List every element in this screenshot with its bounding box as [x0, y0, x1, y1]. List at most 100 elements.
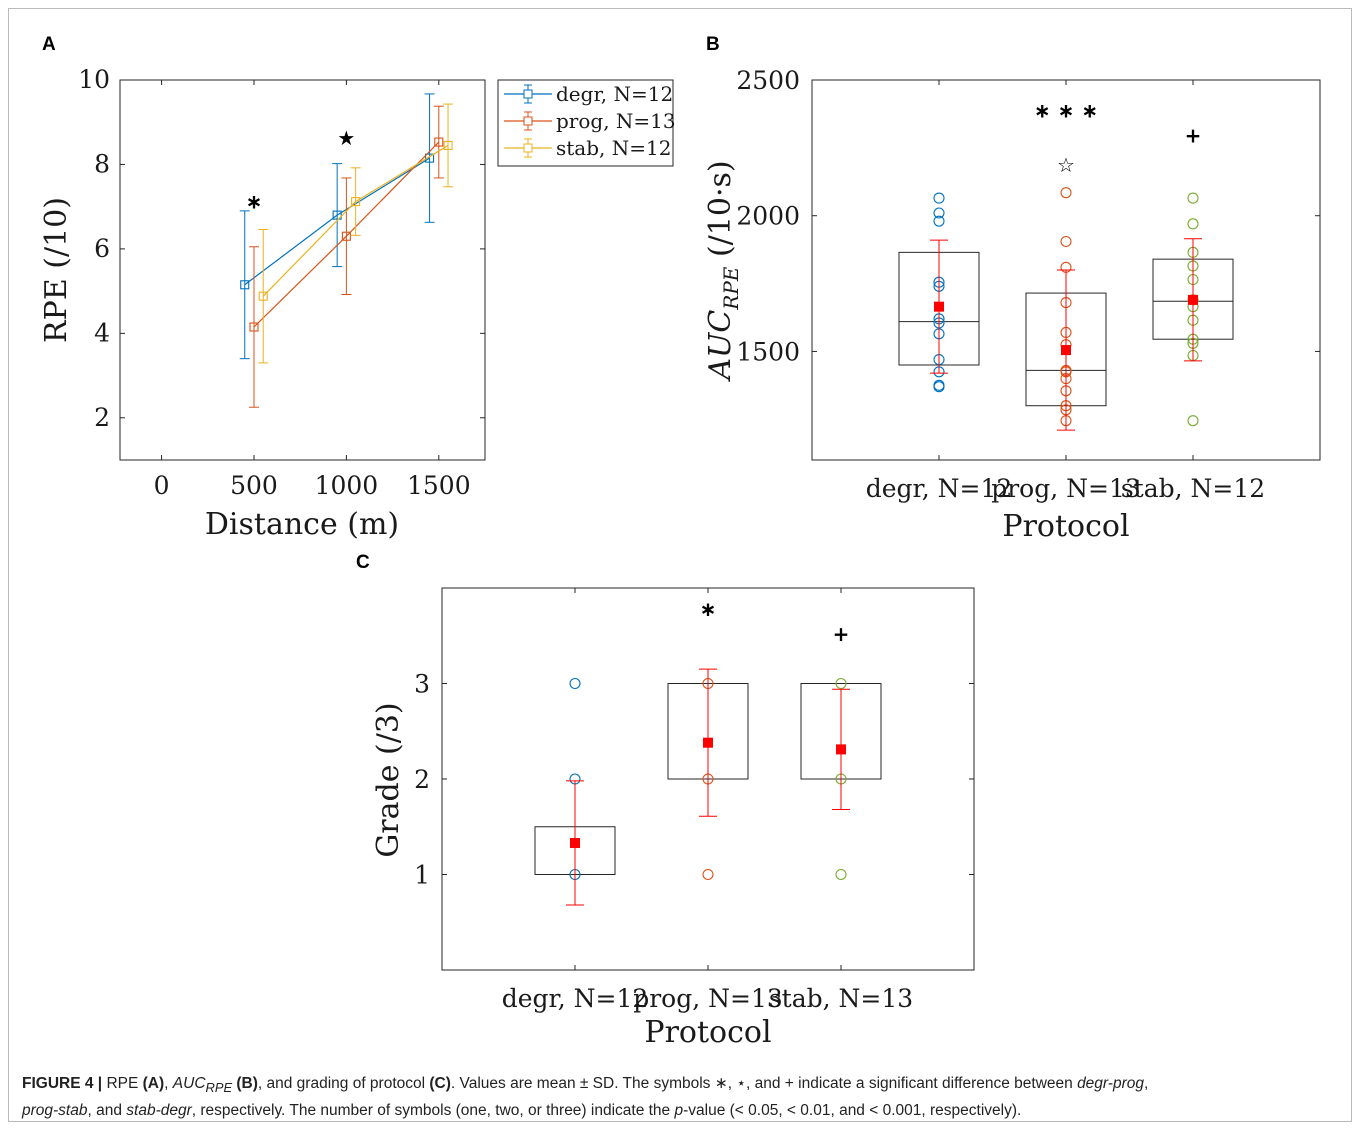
data-point: [569, 677, 581, 690]
data-point: [933, 207, 945, 219]
data-point: [933, 381, 945, 393]
caption-auc: AUC: [172, 1075, 206, 1092]
data-point: [933, 192, 945, 204]
y-tick-label: 10: [78, 65, 110, 94]
y-tick-label: 1: [414, 861, 430, 890]
caption-text-2: ,: [164, 1075, 173, 1092]
significance-symbol: +: [833, 622, 850, 646]
legend-marker: [523, 89, 533, 99]
legend-label: degr, N=12: [556, 82, 673, 106]
panel-a-series: [239, 93, 454, 408]
significance-symbol: ∗: [700, 597, 717, 621]
x-tick-label: prog, N=13: [991, 474, 1141, 503]
y-tick-label: 3: [414, 670, 430, 699]
data-point: [702, 868, 714, 881]
panel-a-ticks: 0 500 1000 1500 2 4 6 8 10: [78, 65, 485, 500]
caption-ref-c: (C): [429, 1075, 451, 1092]
significance-symbol: ★: [337, 126, 355, 150]
panel-c-annotations: ∗+: [700, 597, 850, 646]
y-tick-label: 4: [94, 318, 110, 347]
x-tick-label: prog, N=13: [633, 984, 783, 1013]
x-tick-label: degr, N=12: [866, 474, 1013, 503]
caption-pair-1: degr-prog: [1077, 1075, 1144, 1092]
mean-marker: [1061, 345, 1071, 356]
mean-marker: [703, 737, 713, 748]
data-point: [835, 868, 847, 881]
significance-symbol: ∗ ∗ ∗: [1034, 99, 1098, 123]
caption-text-9: -value (< 0.05, < 0.01, and < 0.001, res…: [683, 1102, 1022, 1120]
caption-pair-3: stab-degr: [126, 1102, 192, 1120]
significance-symbol: ∗: [246, 189, 263, 213]
mean-marker: [836, 744, 846, 755]
panel-b-ylabel-sub: RPE: [719, 266, 743, 311]
x-tick-label: stab, N=13: [769, 984, 913, 1013]
data-point: [1060, 235, 1072, 248]
panel-a-annotations: ∗★: [246, 126, 356, 213]
panel-letter-b: B: [706, 34, 720, 55]
mean-point-square: [240, 280, 250, 290]
data-point: [1060, 187, 1072, 199]
caption-p: p: [674, 1102, 684, 1120]
data-point: [1187, 192, 1199, 204]
panel-b-ylabel: AUCRPE (/10·s): [703, 160, 743, 382]
panel-b-groups: [898, 187, 1234, 431]
caption-ref-b: (B): [236, 1075, 258, 1092]
y-tick-label: 2000: [736, 202, 800, 231]
panel-a-legend: degr, N=12 prog, N=13 stab, N=12: [497, 79, 676, 167]
caption-pair-2: prog-stab: [22, 1102, 88, 1120]
panel-b-annotations: ∗ ∗ ∗ ☆ +: [1034, 99, 1201, 177]
panel-c-xlabel: Protocol: [644, 1015, 771, 1050]
panel-a-axes-box: [119, 79, 486, 461]
panel-a-xlabel: Distance (m): [205, 507, 399, 542]
panel-b-ylabel-unit: (/10·s): [703, 160, 738, 266]
caption-text-8: , respectively. The number of symbols (o…: [191, 1102, 675, 1120]
data-point: [1187, 218, 1199, 230]
panel-letter-c: C: [356, 552, 370, 573]
legend-marker: [523, 143, 533, 153]
y-tick-label: 1500: [736, 337, 800, 366]
x-tick-label: stab, N=12: [1121, 474, 1265, 503]
figure-frame: [8, 8, 1352, 1122]
caption-text-4: , and grading of protocol: [257, 1075, 430, 1092]
mean-point-square: [425, 153, 435, 163]
caption-text-1: RPE: [102, 1075, 143, 1092]
y-tick-label: 8: [94, 149, 110, 178]
panel-b-xlabel: Protocol: [1002, 509, 1129, 544]
caption-ref-a: (A): [142, 1075, 165, 1092]
y-tick-label: 2: [94, 403, 110, 432]
mean-point-square: [351, 197, 361, 207]
panel-letter-a: A: [42, 34, 56, 55]
significance-symbol: ☆: [1057, 153, 1075, 177]
panel-c-groups: [534, 668, 882, 906]
panel-a-ylabel: RPE (/10): [39, 197, 74, 343]
mean-point-square: [332, 210, 342, 220]
mean-marker: [1188, 294, 1198, 305]
legend-label: stab, N=12: [556, 136, 671, 160]
legend-label: prog, N=13: [556, 109, 676, 133]
legend-marker: [523, 116, 533, 126]
mean-marker: [934, 301, 944, 312]
data-point: [1187, 415, 1199, 427]
x-tick-label: 1500: [407, 471, 471, 500]
mean-point-square: [434, 137, 444, 147]
y-tick-label: 2: [414, 765, 430, 794]
y-tick-label: 2500: [736, 66, 800, 95]
y-tick-label: 6: [94, 234, 110, 263]
caption-text-7: , and: [87, 1102, 127, 1120]
mean-marker: [570, 837, 580, 848]
caption-fig-label: FIGURE 4 |: [22, 1075, 103, 1092]
x-tick-label: 500: [230, 471, 278, 500]
x-tick-label: degr, N=12: [502, 984, 649, 1013]
mean-point-square: [258, 291, 268, 301]
panel-c-ylabel: Grade (/3): [371, 702, 406, 857]
data-point: [933, 215, 945, 227]
significance-symbol: +: [1185, 124, 1202, 148]
figure-caption: FIGURE 4 | RPE (A), AUCRPE (B), and grad…: [22, 1072, 1340, 1122]
caption-text-5: . Values are mean ± SD. The symbols ∗, ⋆…: [450, 1075, 1078, 1092]
